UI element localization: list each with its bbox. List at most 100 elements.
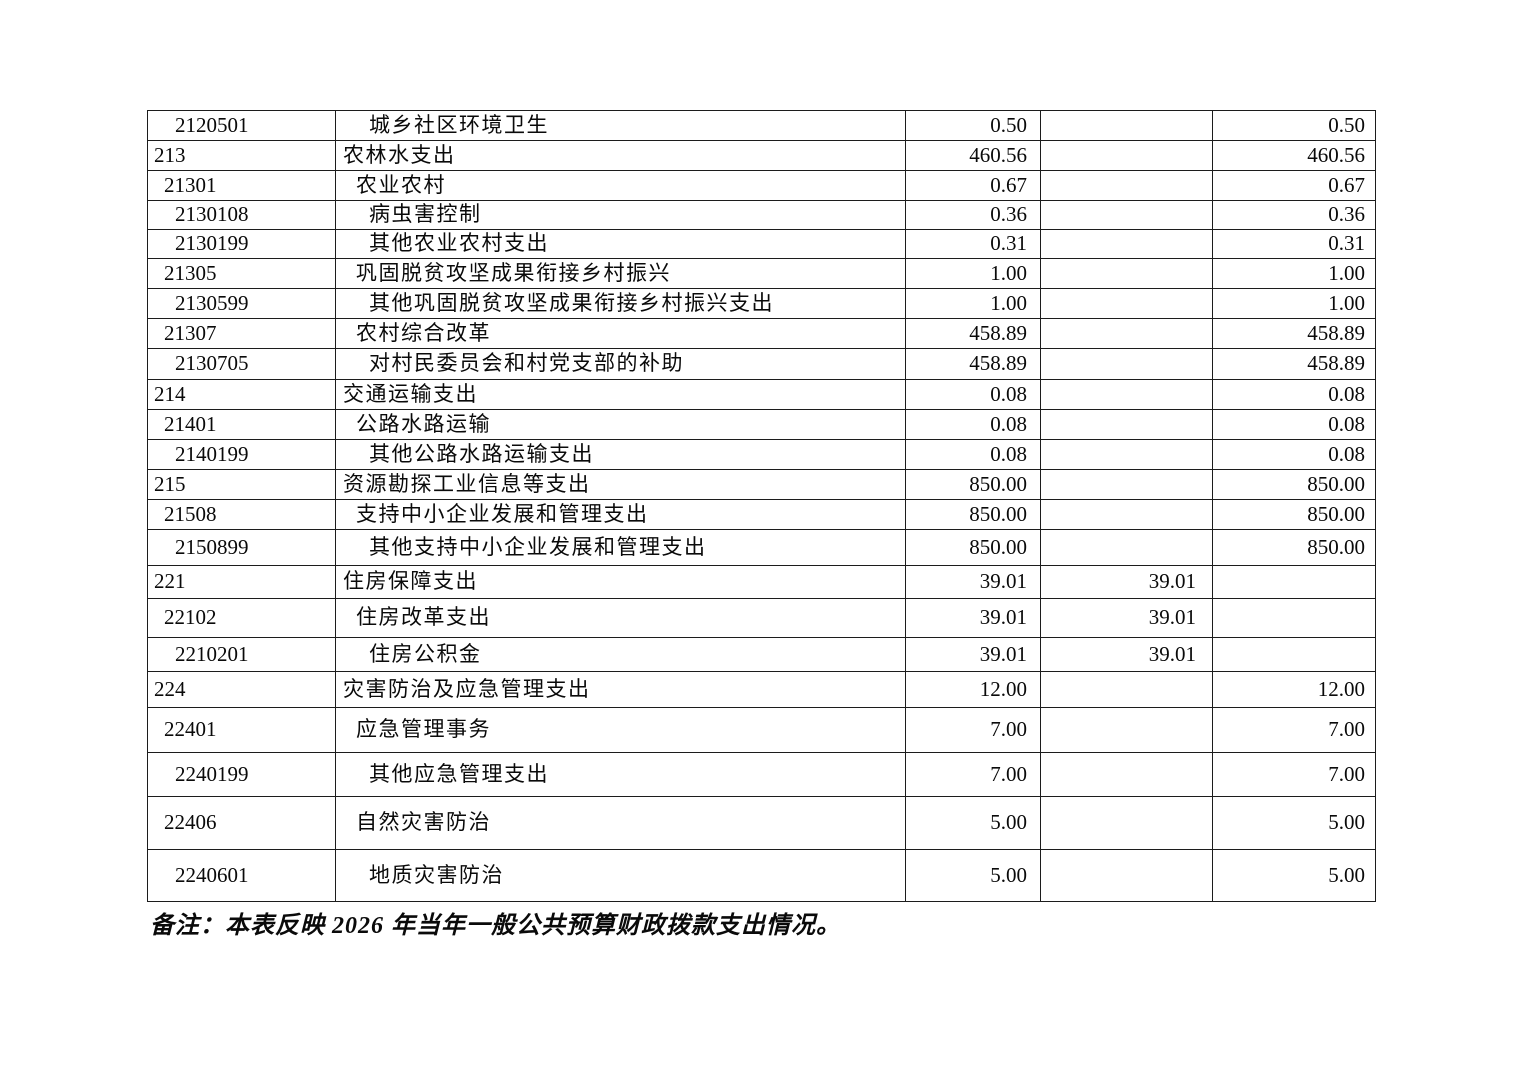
table-row: 22406 自然灾害防治 5.00 5.00 — [147, 796, 1376, 850]
code-cell: 2130599 — [147, 288, 336, 319]
amount-right-cell: 850.00 — [1212, 529, 1376, 566]
name-cell: 农村综合改革 — [335, 318, 906, 349]
name-cell: 城乡社区环境卫生 — [335, 110, 906, 141]
name-cell: 其他农业农村支出 — [335, 229, 906, 259]
code-cell: 2130199 — [147, 229, 336, 259]
code-cell: 2240199 — [147, 752, 336, 797]
amount-right-cell: 0.31 — [1212, 229, 1376, 259]
name-cell: 其他支持中小企业发展和管理支出 — [335, 529, 906, 566]
amount-right-cell: 1.00 — [1212, 288, 1376, 319]
amount-right-cell: 850.00 — [1212, 469, 1376, 500]
amount-right-cell — [1212, 637, 1376, 672]
amount-total-cell: 5.00 — [905, 796, 1041, 850]
amount-mid-cell — [1040, 439, 1213, 470]
amount-right-cell: 7.00 — [1212, 752, 1376, 797]
table-row: 2240601 地质灾害防治 5.00 5.00 — [147, 849, 1376, 902]
amount-total-cell: 7.00 — [905, 752, 1041, 797]
code-cell: 21307 — [147, 318, 336, 349]
amount-right-cell: 5.00 — [1212, 849, 1376, 902]
amount-mid-cell — [1040, 348, 1213, 380]
name-cell: 农林水支出 — [335, 140, 906, 171]
amount-mid-cell — [1040, 529, 1213, 566]
amount-right-cell: 1.00 — [1212, 258, 1376, 289]
amount-total-cell: 850.00 — [905, 469, 1041, 500]
code-cell: 214 — [147, 379, 336, 410]
name-cell: 自然灾害防治 — [335, 796, 906, 850]
code-cell: 215 — [147, 469, 336, 500]
code-cell: 2140199 — [147, 439, 336, 470]
amount-total-cell: 850.00 — [905, 499, 1041, 530]
amount-total-cell: 5.00 — [905, 849, 1041, 902]
amount-mid-cell — [1040, 409, 1213, 440]
name-cell: 应急管理事务 — [335, 707, 906, 753]
code-cell: 224 — [147, 671, 336, 708]
amount-total-cell: 39.01 — [905, 637, 1041, 672]
code-cell: 21301 — [147, 170, 336, 201]
code-cell: 22406 — [147, 796, 336, 850]
name-cell: 住房公积金 — [335, 637, 906, 672]
amount-total-cell: 39.01 — [905, 565, 1041, 599]
amount-right-cell: 460.56 — [1212, 140, 1376, 171]
amount-mid-cell — [1040, 258, 1213, 289]
amount-right-cell: 0.67 — [1212, 170, 1376, 201]
name-cell: 巩固脱贫攻坚成果衔接乡村振兴 — [335, 258, 906, 289]
table-row: 2130599 其他巩固脱贫攻坚成果衔接乡村振兴支出 1.00 1.00 — [147, 288, 1376, 319]
table-row: 214 交通运输支出 0.08 0.08 — [147, 379, 1376, 410]
amount-right-cell: 458.89 — [1212, 348, 1376, 380]
amount-total-cell: 1.00 — [905, 258, 1041, 289]
amount-right-cell: 0.36 — [1212, 200, 1376, 230]
amount-mid-cell — [1040, 229, 1213, 259]
table-row: 213 农林水支出 460.56 460.56 — [147, 140, 1376, 171]
amount-mid-cell: 39.01 — [1040, 637, 1213, 672]
amount-total-cell: 0.36 — [905, 200, 1041, 230]
amount-total-cell: 458.89 — [905, 348, 1041, 380]
name-cell: 公路水路运输 — [335, 409, 906, 440]
table-row: 22401 应急管理事务 7.00 7.00 — [147, 707, 1376, 753]
amount-total-cell: 7.00 — [905, 707, 1041, 753]
name-cell: 灾害防治及应急管理支出 — [335, 671, 906, 708]
amount-mid-cell — [1040, 379, 1213, 410]
table-row: 2210201 住房公积金 39.01 39.01 — [147, 637, 1376, 672]
amount-mid-cell — [1040, 318, 1213, 349]
table-row: 215 资源勘探工业信息等支出 850.00 850.00 — [147, 469, 1376, 500]
name-cell: 交通运输支出 — [335, 379, 906, 410]
code-cell: 22102 — [147, 598, 336, 638]
amount-right-cell: 5.00 — [1212, 796, 1376, 850]
name-cell: 其他巩固脱贫攻坚成果衔接乡村振兴支出 — [335, 288, 906, 319]
table-row: 2130108 病虫害控制 0.36 0.36 — [147, 200, 1376, 230]
amount-total-cell: 0.08 — [905, 409, 1041, 440]
code-cell: 2130705 — [147, 348, 336, 380]
amount-mid-cell — [1040, 499, 1213, 530]
amount-right-cell: 458.89 — [1212, 318, 1376, 349]
table-row: 21301 农业农村 0.67 0.67 — [147, 170, 1376, 201]
code-cell: 2130108 — [147, 200, 336, 230]
name-cell: 农业农村 — [335, 170, 906, 201]
code-cell: 213 — [147, 140, 336, 171]
amount-total-cell: 0.31 — [905, 229, 1041, 259]
name-cell: 住房改革支出 — [335, 598, 906, 638]
amount-mid-cell: 39.01 — [1040, 565, 1213, 599]
table-row: 221 住房保障支出 39.01 39.01 — [147, 565, 1376, 599]
table-row: 2240199 其他应急管理支出 7.00 7.00 — [147, 752, 1376, 797]
name-cell: 住房保障支出 — [335, 565, 906, 599]
amount-right-cell: 0.08 — [1212, 409, 1376, 440]
amount-total-cell: 0.67 — [905, 170, 1041, 201]
amount-right-cell — [1212, 598, 1376, 638]
amount-total-cell: 0.08 — [905, 379, 1041, 410]
name-cell: 其他应急管理支出 — [335, 752, 906, 797]
amount-right-cell — [1212, 565, 1376, 599]
amount-mid-cell — [1040, 752, 1213, 797]
name-cell: 病虫害控制 — [335, 200, 906, 230]
amount-mid-cell — [1040, 849, 1213, 902]
table-row: 21401 公路水路运输 0.08 0.08 — [147, 409, 1376, 440]
table-row: 2140199 其他公路水路运输支出 0.08 0.08 — [147, 439, 1376, 470]
amount-right-cell: 0.50 — [1212, 110, 1376, 141]
amount-mid-cell — [1040, 796, 1213, 850]
table-row: 2150899 其他支持中小企业发展和管理支出 850.00 850.00 — [147, 529, 1376, 566]
code-cell: 21401 — [147, 409, 336, 440]
amount-mid-cell — [1040, 140, 1213, 171]
code-cell: 22401 — [147, 707, 336, 753]
amount-mid-cell — [1040, 469, 1213, 500]
amount-mid-cell: 39.01 — [1040, 598, 1213, 638]
